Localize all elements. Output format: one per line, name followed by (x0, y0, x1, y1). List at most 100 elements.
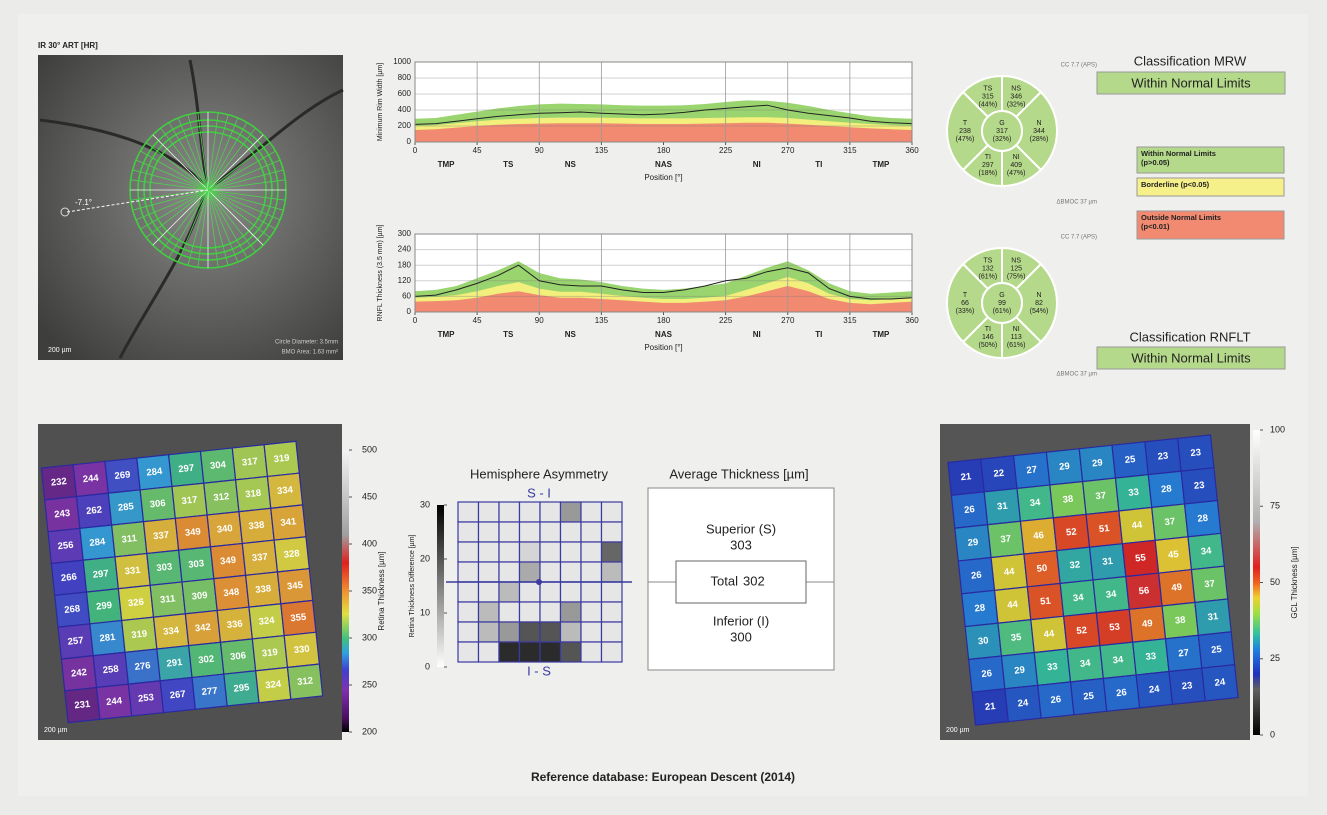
cell-value: 34 (1029, 497, 1041, 509)
cell-value: 318 (245, 488, 262, 501)
bmo-radial (130, 179, 209, 191)
x-tick-label: 90 (535, 146, 544, 155)
bmo-radial (207, 189, 219, 268)
bmo-radial (207, 189, 286, 201)
total-label: Total (711, 573, 739, 588)
bottom-label: I - S (527, 663, 551, 678)
heatmap-cell (498, 501, 521, 523)
sector-percentile: (28%) (1030, 136, 1049, 143)
colorbar-tick-label: 300 (362, 632, 377, 642)
sector-name: N (1036, 120, 1041, 127)
cell-value: 268 (64, 603, 81, 616)
cell-value: 276 (134, 660, 151, 673)
cell-value: 23 (1181, 680, 1193, 692)
colorbar-tick-label: 20 (420, 553, 430, 563)
sector-name: G (999, 120, 1004, 127)
bmo-radial (207, 159, 281, 191)
cell-value: 49 (1171, 582, 1183, 594)
sector-label: NS (565, 160, 577, 169)
measured-line (414, 104, 913, 125)
colorbar-tick-label: 75 (1270, 501, 1280, 511)
heatmap-cell (600, 601, 623, 623)
heatmap-cell (539, 561, 562, 583)
bmo-radial (140, 150, 209, 191)
cell-value: 269 (114, 469, 131, 482)
cell-value: 324 (265, 679, 283, 692)
sector-value: 125 (1010, 266, 1022, 273)
sector-name: NS (1011, 258, 1021, 265)
cell-value: 29 (967, 537, 979, 549)
cell-value: 44 (1043, 628, 1055, 640)
colorbar-tick-label: 250 (362, 679, 377, 689)
legend-swatch (1136, 210, 1285, 240)
x-tick-label: 315 (843, 316, 857, 325)
cell-value: 334 (163, 625, 181, 638)
sector-label: TMP (872, 160, 890, 169)
bmo-radial (168, 189, 209, 258)
fovea-marker (60, 207, 70, 217)
legend-label: (p>0.05) (1141, 158, 1170, 167)
heatmap-cell (518, 561, 541, 583)
sector-name: TI (985, 154, 991, 161)
cell-value: 244 (106, 695, 124, 708)
heatmap-cell (457, 541, 480, 563)
sector-value: 346 (1010, 94, 1022, 101)
scale-label: 200 µm (946, 727, 970, 734)
classification-box (1096, 346, 1286, 370)
heatmap-grid: 232 244 269 284 297 304 317 319 243 262 285 306 317 3… (40, 440, 324, 724)
bmo-radial (145, 189, 209, 238)
cell-value: 312 (213, 491, 230, 504)
y-tick-label: 200 (398, 121, 412, 130)
average-title: Average Thickness [µm] (669, 466, 808, 481)
sector-name: TS (983, 86, 992, 93)
cell-value: 232 (50, 476, 67, 489)
bmo-radial (130, 189, 209, 201)
y-tick-label: 400 (398, 105, 412, 114)
cell-value: 33 (1047, 661, 1059, 673)
cell-value: 258 (102, 664, 119, 677)
cell-value: 50 (1036, 563, 1048, 575)
sector-value: 315 (982, 94, 994, 101)
cell-value: 55 (1135, 552, 1147, 564)
sector-value: 132 (982, 266, 994, 273)
heatmap-cell (600, 621, 623, 643)
sector-name: NS (1011, 86, 1021, 93)
sector-percentile: (61%) (993, 308, 1012, 315)
sector-percentile: (75%) (1007, 274, 1026, 281)
cell-value: 32 (1069, 559, 1081, 571)
bmo-radial (207, 189, 248, 258)
heatmap-cell (518, 621, 541, 643)
heatmap-cell (1201, 664, 1239, 702)
cell-value: 46 (1033, 530, 1045, 542)
colorbar-label: Retina Thickness Difference [µm] (409, 534, 416, 637)
bmo-radial (132, 189, 209, 211)
heatmap-grid (457, 501, 623, 663)
cell-value: 34 (1079, 658, 1091, 670)
heatmap-cell (580, 521, 603, 543)
bmo-radial (207, 150, 276, 191)
heatmap-cell (518, 501, 541, 523)
cell-value: 297 (178, 463, 195, 476)
classification-box (1096, 71, 1286, 95)
x-tick-label: 360 (905, 146, 919, 155)
sector-note: CC 7.7 (APS) (1061, 235, 1097, 241)
colorbar (1253, 430, 1260, 735)
heatmap-cell (559, 501, 582, 523)
sector-value: 99 (998, 300, 1006, 307)
heatmap-cell (498, 601, 521, 623)
sector-label: NAS (655, 160, 673, 169)
heatmap-cell (539, 641, 562, 663)
bmo-radial (207, 112, 219, 191)
cell-value: 52 (1066, 526, 1078, 538)
cell-value: 51 (1098, 523, 1110, 535)
heatmap-cell (498, 521, 521, 543)
sector-name: NI (1013, 154, 1020, 161)
heatmap-cell (600, 521, 623, 543)
plot-frame (414, 61, 913, 143)
classification-result: Within Normal Limits (1131, 350, 1251, 365)
sector-value: 344 (1033, 128, 1045, 135)
cell-value: 331 (124, 565, 142, 578)
sector-label: NI (753, 160, 761, 169)
top-label: S - I (527, 485, 551, 500)
superior-label: Superior (S) (706, 521, 776, 536)
